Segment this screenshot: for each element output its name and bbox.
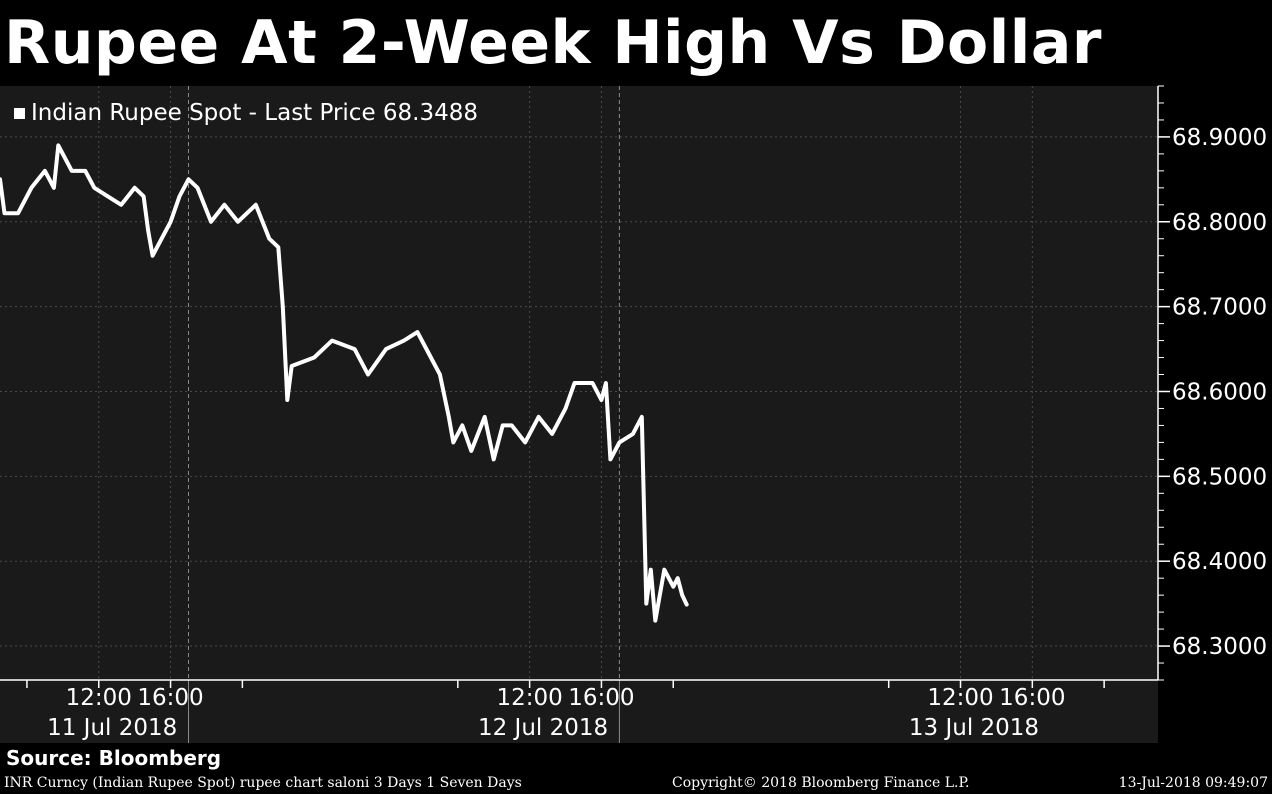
y-tick-label: 68.5000 (1172, 464, 1267, 490)
chart-title: Rupee At 2-Week High Vs Dollar (4, 8, 1102, 78)
source-label: Source: Bloomberg (6, 746, 222, 770)
x-date-label: 13 Jul 2018 (909, 715, 1039, 741)
footer-timestamp: 13-Jul-2018 09:49:07 (1118, 775, 1268, 791)
footer-bar: INR Curncy (Indian Rupee Spot) rupee cha… (0, 773, 1272, 794)
series-layer (0, 143, 689, 623)
y-tick-label: 68.9000 (1172, 125, 1267, 151)
y-tick-label: 68.4000 (1172, 549, 1267, 575)
legend-swatch (14, 107, 25, 119)
day-separators (188, 86, 620, 743)
legend: Indian Rupee Spot - Last Price 68.3488 (14, 100, 478, 126)
footer-copyright: Copyright© 2018 Bloomberg Finance L.P. (672, 775, 970, 791)
y-axis-strip (1158, 86, 1272, 680)
footer-description: INR Curncy (Indian Rupee Spot) rupee cha… (4, 775, 522, 791)
x-date-label: 11 Jul 2018 (47, 715, 177, 741)
legend-label: Indian Rupee Spot - Last Price 68.3488 (31, 100, 479, 126)
x-tick-label: 12:00 (927, 685, 993, 711)
x-tick-label: 16:00 (137, 685, 203, 711)
x-axis-panel (0, 680, 1158, 743)
x-tick-label: 12:00 (496, 685, 562, 711)
x-tick-label: 16:00 (999, 685, 1065, 711)
x-date-label: 12 Jul 2018 (478, 715, 608, 741)
series-line (0, 143, 689, 623)
grid-lines (0, 86, 1158, 680)
y-tick-label: 68.3000 (1172, 634, 1267, 660)
y-tick-label: 68.6000 (1172, 379, 1267, 405)
y-axis: 68.3000 68.4000 68.5000 68.6000 68.7000 68.80… (1157, 85, 1267, 681)
x-tick-label: 16:00 (568, 685, 634, 711)
y-tick-label: 68.8000 (1172, 210, 1267, 236)
x-tick-label: 12:00 (66, 685, 132, 711)
y-tick-label: 68.7000 (1172, 295, 1267, 321)
